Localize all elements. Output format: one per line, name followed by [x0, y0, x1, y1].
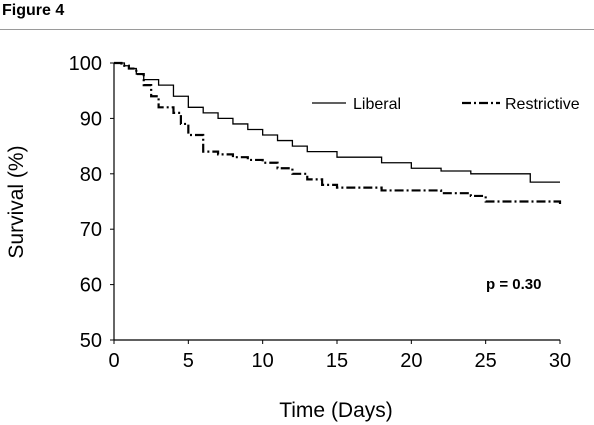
y-tick-label: 80 [80, 164, 102, 186]
ticks: 0 5 10 15 20 25 30 50 60 70 80 90 100 [69, 53, 572, 372]
x-tick-label: 0 [108, 350, 119, 372]
x-tick-label: 25 [475, 350, 497, 372]
x-tick-label: 30 [549, 350, 571, 372]
figure-label: Figure 4 [2, 2, 65, 19]
x-axis-label: Time (Days) [279, 399, 393, 422]
x-tick-label: 20 [400, 350, 422, 372]
legend: Liberal Restrictive [312, 96, 580, 113]
y-axis-label: Survival (%) [5, 145, 28, 258]
y-tick-label: 100 [69, 53, 102, 75]
y-tick-label: 50 [80, 330, 102, 352]
x-tick-label: 15 [326, 350, 348, 372]
y-tick-label: 90 [80, 108, 102, 130]
series-layer [114, 61, 562, 208]
legend-label-liberal: Liberal [353, 96, 401, 113]
p-value-annotation: p = 0.30 [486, 276, 541, 293]
title-divider [0, 29, 594, 30]
x-tick-label: 5 [183, 350, 194, 372]
series-line-restrictive [114, 61, 562, 208]
y-tick-label: 70 [80, 219, 102, 241]
legend-label-restrictive: Restrictive [505, 96, 580, 113]
y-tick-label: 60 [80, 275, 102, 297]
x-tick-label: 10 [252, 350, 274, 372]
